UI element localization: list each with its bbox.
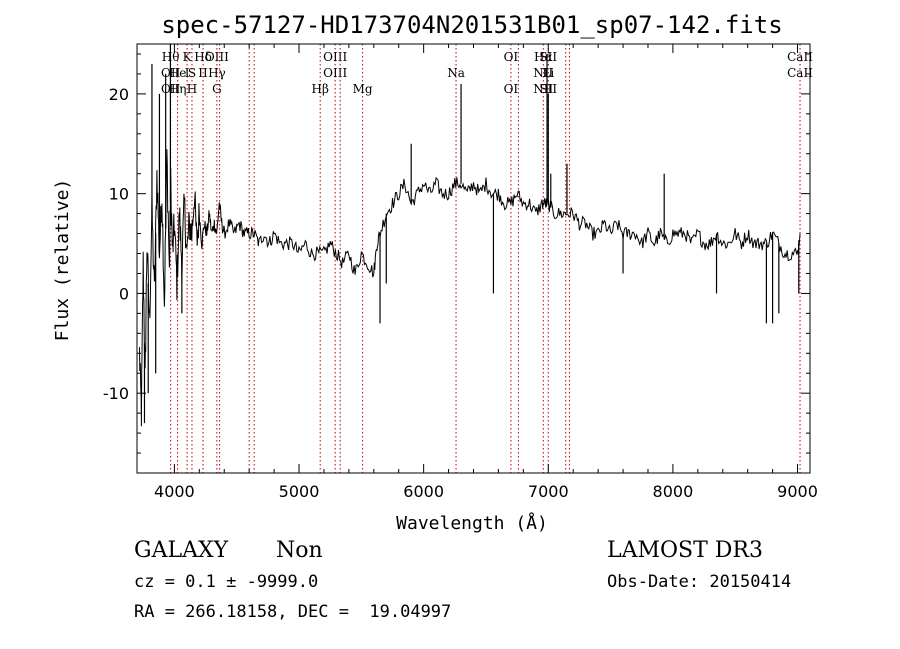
- survey-label: LAMOST DR3: [607, 538, 763, 563]
- x-tick-label: 9000: [777, 482, 818, 501]
- y-axis-label: Flux (relative): [52, 179, 73, 342]
- line-marker-label: G: [212, 82, 222, 96]
- coordinates-line: RA = 266.18158, DEC = 19.04997: [134, 602, 452, 622]
- line-marker-label: CaII: [787, 66, 813, 80]
- line-marker-label: OIII: [323, 50, 347, 64]
- spectrum-line: [139, 149, 801, 427]
- x-tick-label: 6000: [403, 482, 444, 501]
- line-marker-label: SII: [539, 82, 557, 96]
- x-tick-label: 7000: [528, 482, 569, 501]
- line-marker-label: K: [183, 50, 193, 64]
- line-marker-label: Hη: [169, 82, 187, 96]
- y-tick-label: 10: [109, 185, 129, 204]
- line-marker-label: CaII: [787, 50, 813, 64]
- line-marker-label: Hδ: [194, 50, 212, 64]
- line-marker-label: I: [185, 66, 190, 80]
- line-marker-label: S: [188, 66, 196, 80]
- x-tick-label: 8000: [653, 482, 694, 501]
- x-tick-label: 4000: [154, 482, 195, 501]
- line-marker-label: OI: [504, 50, 519, 64]
- chart-title: spec-57127-HD173704N201531B01_sp07-142.f…: [161, 11, 782, 39]
- line-marker-label: Hγ: [208, 66, 226, 80]
- plot-frame: [136, 43, 811, 474]
- spectrum-series: [139, 44, 801, 427]
- y-tick-label: 20: [109, 85, 129, 104]
- line-marker-label: Na: [447, 66, 465, 80]
- redshift-line: cz = 0.1 ± -9999.0: [134, 572, 319, 592]
- line-marker-label: He: [169, 66, 187, 80]
- observation-date: Obs-Date: 20150414: [607, 572, 792, 592]
- line-marker-label: Hβ: [312, 82, 329, 96]
- line-marker-label: OIII: [205, 50, 229, 64]
- object-subclass: Non: [276, 538, 323, 563]
- line-marker-label: Li: [542, 66, 554, 80]
- axes-ticks: 4000 5000 6000 7000 8000 9000 -10 0 10 20: [103, 44, 818, 501]
- line-marker-label: II: [198, 66, 208, 80]
- x-axis-label: Wavelength (Å): [396, 512, 548, 534]
- line-marker-label: OI: [504, 82, 519, 96]
- line-marker-label: Mg: [353, 82, 373, 96]
- object-class: GALAXY: [134, 538, 229, 563]
- line-marker-label: OIII: [323, 66, 347, 80]
- y-tick-label: 0: [119, 284, 129, 303]
- line-marker-label: H: [187, 82, 197, 96]
- y-tick-label: -10: [103, 384, 129, 403]
- line-marker-label: SII: [539, 50, 557, 64]
- x-tick-label: 5000: [279, 482, 320, 501]
